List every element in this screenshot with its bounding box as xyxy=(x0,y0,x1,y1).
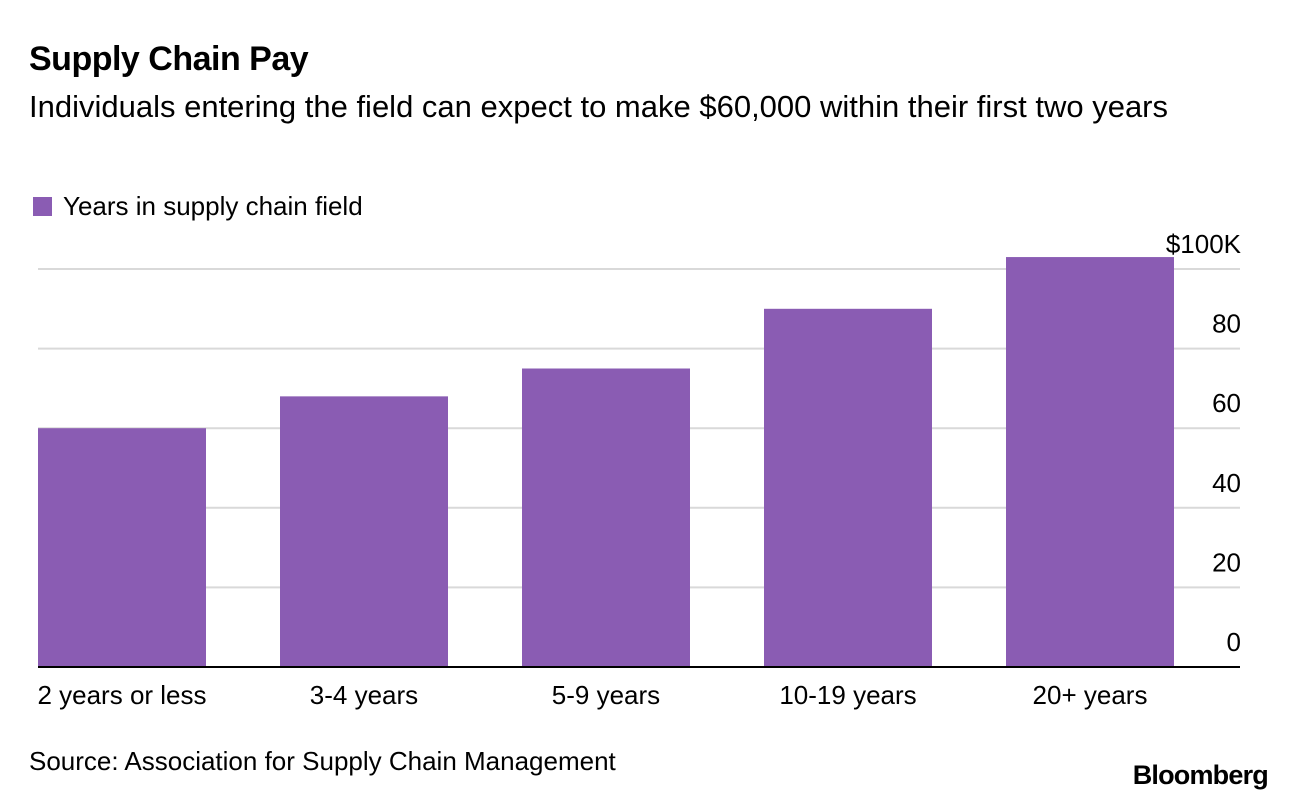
x-axis-ticks: 2 years or less 3-4 years 5-9 years 10-19 y… xyxy=(37,680,1147,710)
bar-3 xyxy=(522,368,690,667)
bar-4 xyxy=(764,308,932,667)
y-axis-ticks: 0 20 40 60 80 $100K xyxy=(1166,229,1242,657)
y-tick-label: 60 xyxy=(1212,388,1241,418)
x-tick-label: 10-19 years xyxy=(779,680,916,710)
bar-1 xyxy=(38,428,206,667)
legend-label: Years in supply chain field xyxy=(63,191,363,221)
bar-5 xyxy=(1006,257,1174,667)
y-tick-label: 40 xyxy=(1212,468,1241,498)
x-tick-label: 3-4 years xyxy=(310,680,418,710)
x-tick-label: 5-9 years xyxy=(552,680,660,710)
chart-title: Supply Chain Pay xyxy=(29,40,309,78)
y-tick-label: 80 xyxy=(1212,309,1241,339)
y-tick-label: $100K xyxy=(1166,229,1242,259)
chart-subtitle: Individuals entering the field can expec… xyxy=(29,89,1169,124)
source-note: Source: Association for Supply Chain Man… xyxy=(29,746,616,776)
y-tick-label: 20 xyxy=(1212,547,1241,577)
bloomberg-logo: Bloomberg xyxy=(1132,760,1269,790)
y-tick-label: 0 xyxy=(1227,627,1241,657)
legend-swatch xyxy=(33,197,52,216)
legend: Years in supply chain field xyxy=(33,191,363,222)
x-tick-label: 20+ years xyxy=(1033,680,1148,710)
bar-2 xyxy=(280,396,448,667)
x-tick-label: 2 years or less xyxy=(37,680,206,710)
bars xyxy=(38,257,1174,667)
